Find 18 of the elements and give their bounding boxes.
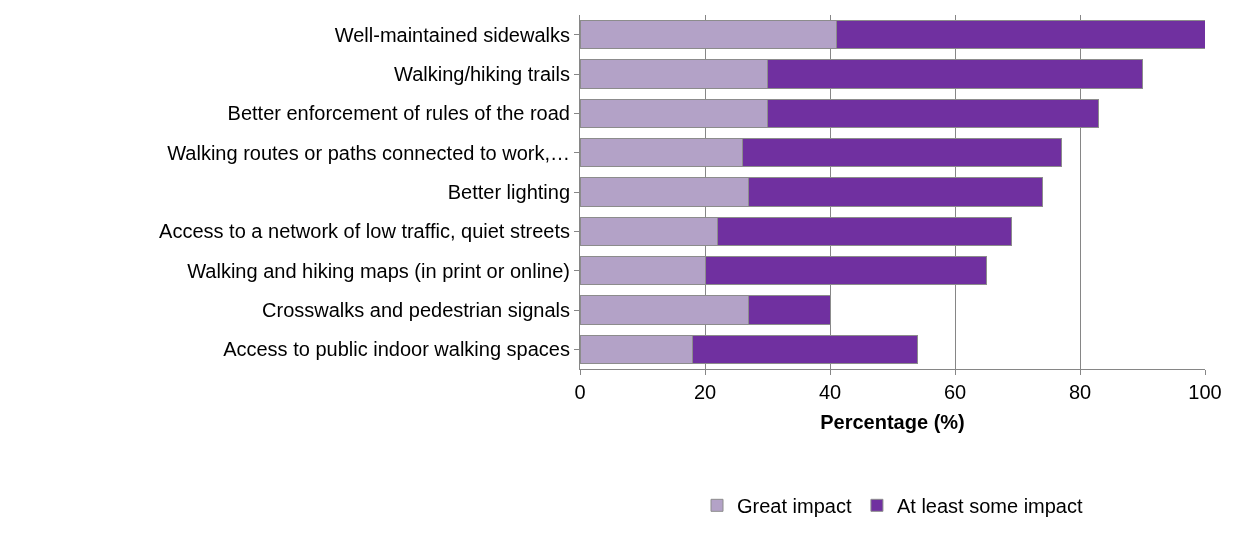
x-tick-label: 0 <box>574 381 586 403</box>
x-tick-label: 40 <box>818 381 842 403</box>
x-tick-label: 80 <box>1068 381 1092 403</box>
y-tick-label: Access to a network of low traffic, quiet streets <box>159 220 570 243</box>
y-tick-label: Crosswalks and pedestrian signals <box>262 299 570 321</box>
y-tick-label: Walking/hiking trails <box>394 63 570 85</box>
legend-label: Great impact <box>737 495 852 518</box>
x-tick-label: 60 <box>943 381 967 403</box>
y-tick-label: Better lighting <box>447 181 570 203</box>
y-tick-label: Access to public indoor walking spaces <box>223 338 570 361</box>
x-tick-label: 100 <box>1188 381 1222 403</box>
y-tick-label: Walking and hiking maps (in print or online) <box>187 259 570 282</box>
y-tick-label: Well-maintained sidewalks <box>334 23 570 46</box>
y-tick-label: Better enforcement of rules of the road <box>227 102 570 125</box>
x-tick-label: 20 <box>693 381 717 403</box>
legend-label: At least some impact <box>896 495 1083 518</box>
y-tick-label: Walking routes or paths connected to work,… <box>167 141 570 164</box>
x-axis-title: Percentage (%) <box>820 410 965 433</box>
